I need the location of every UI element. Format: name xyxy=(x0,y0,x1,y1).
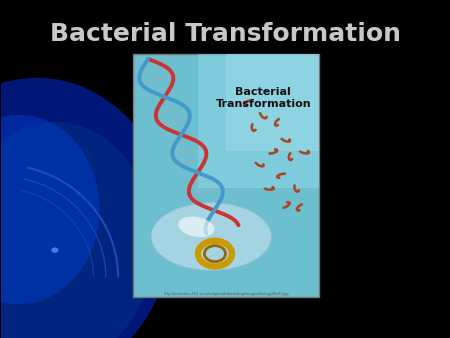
Text: http://evolution.101.co.info/uploads/barkding/images/biology/BioTj.jpg: http://evolution.101.co.info/uploads/bar… xyxy=(163,292,289,296)
Circle shape xyxy=(51,247,59,253)
FancyBboxPatch shape xyxy=(133,54,319,297)
FancyBboxPatch shape xyxy=(198,54,319,188)
Text: Bacterial Transformation: Bacterial Transformation xyxy=(50,22,400,46)
Ellipse shape xyxy=(151,202,272,271)
FancyBboxPatch shape xyxy=(226,54,319,151)
Ellipse shape xyxy=(0,115,99,304)
Text: Bacterial
Transformation: Bacterial Transformation xyxy=(216,87,311,109)
Ellipse shape xyxy=(0,78,171,338)
Ellipse shape xyxy=(178,217,214,237)
Ellipse shape xyxy=(0,122,153,338)
